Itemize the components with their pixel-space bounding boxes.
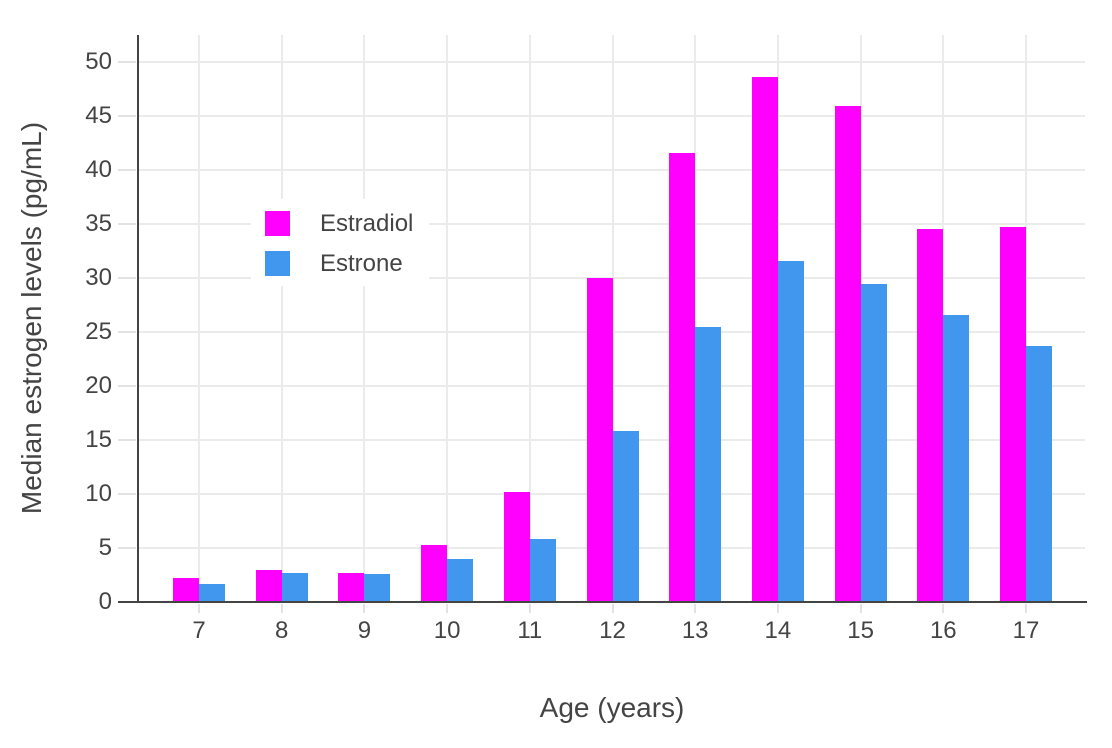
bar-estrone-age-9 [364,573,391,602]
estrone-swatch-icon [265,251,290,276]
legend-label-estrone: Estrone [320,250,403,277]
bar-estradiol-age-11 [503,491,530,602]
bar-estradiol-age-16 [917,229,944,602]
x-tick-mark [280,604,283,613]
y-tick-label: 50 [85,48,112,75]
y-tick-label: 0 [98,588,112,615]
bar-estrone-age-16 [943,314,970,602]
bar-estrone-age-15 [860,284,887,602]
bar-estrone-age-11 [529,539,556,602]
x-tick-mark [446,604,449,613]
vertical-gridline [363,35,366,602]
y-tick-label: 5 [98,534,112,561]
y-tick-mark [118,223,136,225]
y-tick-mark [118,493,136,495]
vertical-gridline [280,35,283,602]
legend-label-estradiol: Estradiol [320,210,414,237]
x-tick-label: 9 [357,617,372,644]
y-tick-label: 45 [85,102,112,129]
x-tick-label: 15 [847,617,874,644]
horizontal-gridline [139,61,1085,63]
y-tick-label: 20 [85,372,112,399]
vertical-gridline [198,35,200,602]
x-tick-label: 16 [929,617,957,644]
bar-estrone-age-14 [777,260,804,602]
estradiol-swatch-icon [265,211,290,236]
bar-estrone-age-17 [1026,346,1052,602]
x-tick-label: 10 [433,617,461,644]
bar-estradiol-age-9 [338,572,365,602]
horizontal-gridline [139,223,1085,225]
y-tick-label: 10 [85,480,112,507]
bar-estradiol-age-8 [255,569,282,602]
x-axis-title: Age (years) [539,692,685,723]
y-axis-line [137,35,139,603]
x-tick-label: 8 [275,617,289,644]
x-tick-label: 11 [517,617,543,644]
bar-estrone-age-12 [612,431,639,602]
vertical-gridline [1025,35,1027,602]
y-tick-mark [118,331,136,333]
bar-estradiol-age-13 [669,152,696,602]
x-tick-mark [363,604,366,613]
x-tick-mark [198,604,200,613]
x-tick-mark [694,604,697,613]
x-axis-line [118,601,1087,603]
bar-estradiol-age-12 [586,278,613,602]
y-axis-title: Median estrogen levels (pg/mL) [16,121,47,515]
x-tick-mark [776,604,779,613]
x-tick-mark [859,604,862,613]
bar-estradiol-age-15 [834,106,861,602]
x-tick-mark [528,604,531,613]
x-tick-label: 14 [764,617,792,644]
legend: Estradiol Estrone [251,199,430,286]
bar-estradiol-age-14 [751,77,778,602]
x-tick-mark [611,604,614,613]
y-tick-label: 40 [85,156,112,183]
y-tick-label: 15 [85,426,112,453]
x-tick-label: 7 [192,617,206,644]
bar-estrone-age-13 [695,326,722,602]
horizontal-gridline [139,169,1085,171]
y-tick-mark [118,169,136,171]
vertical-gridline [528,35,531,602]
y-tick-mark [118,385,136,387]
vertical-gridline [611,35,614,602]
y-tick-mark [118,439,136,441]
bar-estrone-age-10 [447,558,474,602]
vertical-gridline [694,35,697,602]
y-tick-mark [118,547,136,549]
bar-estradiol-age-17 [1000,227,1026,602]
bar-estrone-age-8 [281,572,308,602]
y-tick-mark [118,115,136,117]
y-tick-mark [118,61,136,63]
x-tick-label: 17 [1012,617,1040,644]
bar-estradiol-age-7 [173,578,199,602]
x-tick-mark [1025,604,1027,613]
bar-estrone-age-7 [199,583,225,602]
x-tick-label: 13 [681,617,709,644]
vertical-gridline [446,35,449,602]
x-tick-mark [942,604,945,613]
legend-item-estrone[interactable]: Estrone [265,251,413,276]
y-tick-label: 30 [85,264,112,291]
legend-item-estradiol[interactable]: Estradiol [265,211,413,236]
x-tick-label: 12 [599,617,626,644]
y-tick-label: 35 [85,210,112,237]
bar-estradiol-age-10 [421,544,448,602]
horizontal-gridline [139,115,1085,117]
y-tick-mark [118,277,136,279]
y-tick-label: 25 [85,318,112,345]
